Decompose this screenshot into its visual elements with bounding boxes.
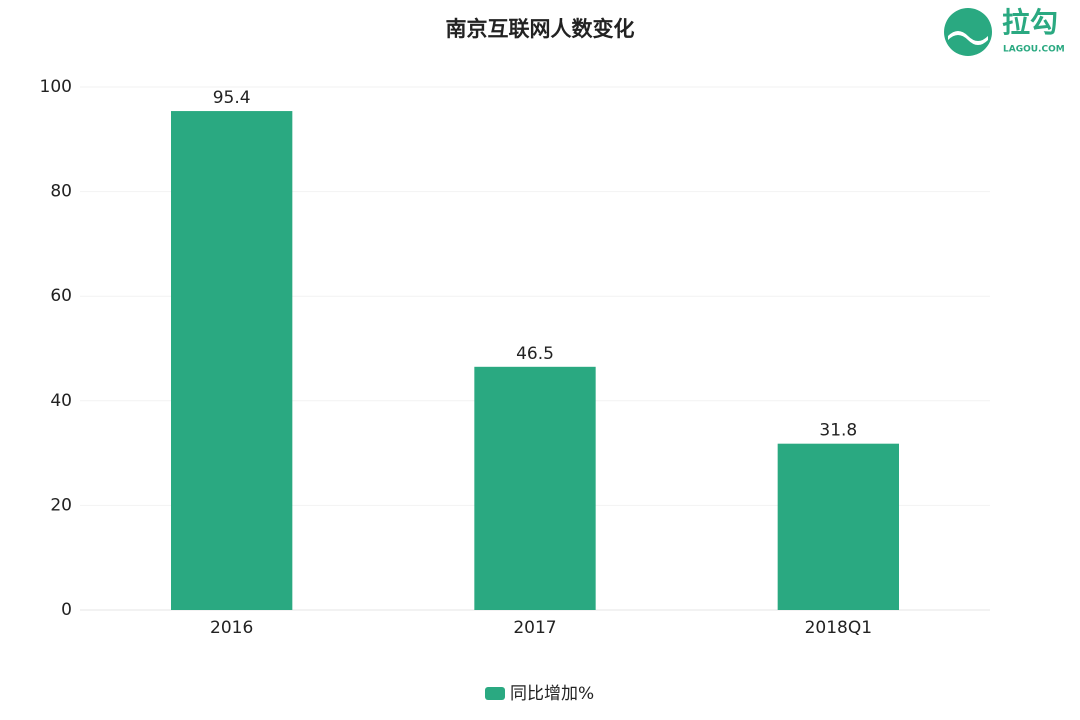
y-tick-label: 100 [40,77,72,97]
y-tick-label: 40 [50,391,72,411]
logo-name: 拉勾 [1002,6,1058,39]
logo: 拉勾 LAGOU.COM [944,6,1065,56]
y-tick-label: 20 [50,495,72,515]
logo-site: LAGOU.COM [1003,45,1065,55]
logo-icon [944,8,992,56]
bar [171,111,293,611]
y-tick-label: 0 [61,600,72,620]
y-tick-label: 80 [50,182,72,202]
value-label: 31.8 [819,421,857,441]
bar [777,443,899,610]
legend-swatch [485,687,505,700]
logo-wave [948,31,988,45]
value-label: 46.5 [516,344,554,364]
bar [474,366,596,610]
x-tick-label: 2018Q1 [805,618,872,638]
value-label: 95.4 [213,88,251,108]
x-tick-label: 2017 [513,618,556,638]
legend-label: 同比增加% [510,684,594,704]
x-tick-label: 2016 [210,618,253,638]
y-tick-label: 60 [50,286,72,306]
chart-title: 南京互联网人数变化 [446,17,635,41]
